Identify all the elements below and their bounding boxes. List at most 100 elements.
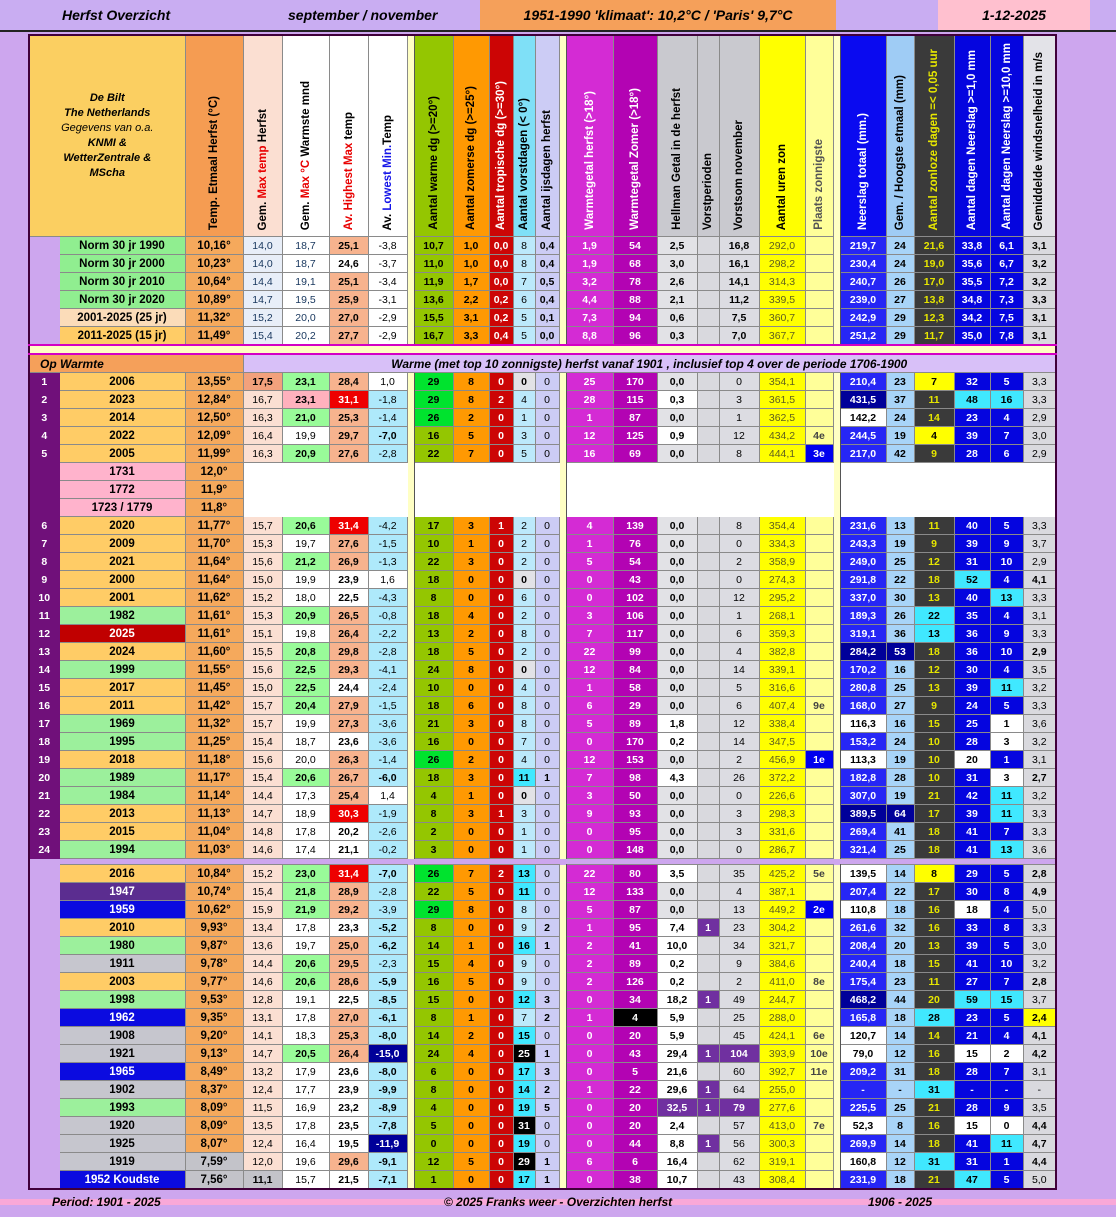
cell-n1: 33,8 — [953, 236, 991, 255]
cell-vd: 12 — [512, 990, 536, 1009]
cell-wgh: 5 — [565, 714, 614, 733]
cell-n1: 28 — [953, 1098, 991, 1117]
cell-ge: 26 — [885, 272, 915, 291]
cell-vsn: 35 — [718, 864, 760, 883]
cell-ijd: 0 — [534, 426, 560, 445]
cell-wm: 20,6 — [281, 972, 330, 991]
cell-td: 0 — [488, 1170, 514, 1190]
cell-nt: 321,4 — [839, 840, 887, 859]
cell-ln: -1,5 — [367, 696, 408, 715]
blank-cell — [413, 480, 560, 499]
year-cell: Norm 30 jr 1990 — [58, 236, 186, 255]
cell-ge: 29 — [885, 326, 915, 346]
cell-ws: 4,7 — [1022, 1134, 1057, 1153]
separator — [558, 35, 567, 237]
cell-pl: 6e — [804, 1026, 834, 1045]
cell-zl: 19,0 — [913, 254, 955, 273]
cell-wgz: 99 — [612, 642, 658, 661]
separator — [832, 516, 841, 535]
cell-zd: 2 — [452, 750, 490, 769]
cell-vsn: 1 — [718, 408, 760, 427]
header-row: De Bilt The Netherlands Gegevens van o.a. K… — [28, 34, 1057, 237]
cell-vp: 1 — [696, 1098, 720, 1117]
cell-td: 0 — [488, 696, 514, 715]
cell-td: 0 — [488, 732, 514, 751]
cell-ge: 24 — [885, 236, 915, 255]
cell-ge: 25 — [885, 1098, 915, 1117]
cell-gm: 13,4 — [242, 918, 283, 937]
cell-zd: 1,0 — [452, 254, 490, 273]
cell-ln: -2,6 — [367, 822, 408, 841]
cell-wgz: 22 — [612, 1080, 658, 1099]
cell-nt: - — [839, 1080, 887, 1099]
cell-ws: 3,6 — [1022, 714, 1057, 733]
cell-zon: 255,0 — [758, 1080, 806, 1099]
cell-n1: - — [953, 1080, 991, 1099]
table-row: 15 2017 11,45° 15,0 22,5 24,4 -2,4 10 0 0 4 0 1 58 0,0… — [28, 678, 1057, 697]
separator — [832, 822, 841, 841]
cell-gm: 12,8 — [242, 990, 283, 1009]
cell-vsn: 0 — [718, 786, 760, 805]
cell-hel: 16,4 — [656, 1152, 698, 1171]
cell-hel: 3,0 — [656, 254, 698, 273]
cell-zon: 244,7 — [758, 990, 806, 1009]
cell-wgz: 117 — [612, 624, 658, 643]
cell-vp — [696, 1026, 720, 1045]
column-header-n1: Aantal dagen Neerslag >=1,0 mm — [953, 34, 991, 237]
separator — [406, 1170, 415, 1189]
separator — [406, 326, 415, 345]
cell-vp: 1 — [696, 918, 720, 937]
cell-ge: 8 — [885, 1116, 915, 1135]
cell-n1: 35,0 — [953, 326, 991, 346]
separator — [558, 972, 567, 991]
cell-vd: 6 — [512, 290, 536, 309]
cell-wm: 17,4 — [281, 840, 330, 859]
separator — [832, 804, 841, 823]
cell-wd: 8 — [413, 804, 454, 823]
cell-ge: 26 — [885, 606, 915, 625]
cell-temp: 11,45° — [184, 678, 244, 697]
cell-wgh: 4,4 — [565, 290, 614, 309]
separator — [832, 372, 841, 391]
cell-pl: 4e — [804, 426, 834, 445]
cell-wm: 19,9 — [281, 714, 330, 733]
cell-vd: 6 — [512, 588, 536, 607]
cell-vp — [696, 272, 720, 291]
cell-zd: 3 — [452, 552, 490, 571]
separator — [832, 588, 841, 607]
cell-nt: 170,2 — [839, 660, 887, 679]
cell-td: 0 — [488, 444, 514, 463]
cell-wgz: 20 — [612, 1026, 658, 1045]
cell-zd: 3 — [452, 516, 490, 535]
year-cell: 2011-2025 (15 jr) — [58, 326, 186, 346]
cell-ijd: 1 — [534, 768, 560, 787]
column-header-hx: Av. Highest Max temp — [328, 34, 369, 237]
cell-wgz: 69 — [612, 444, 658, 463]
cell-n1: 35,5 — [953, 272, 991, 291]
cell-vsn: 2 — [718, 552, 760, 571]
cell-vp — [696, 606, 720, 625]
cell-hel: 5,9 — [656, 1026, 698, 1045]
cell-ge: 41 — [885, 822, 915, 841]
cell-vp: 1 — [696, 1080, 720, 1099]
cell-wm: 19,5 — [281, 290, 330, 309]
year-cell: 1902 — [58, 1080, 186, 1099]
table-row: 1947 10,74° 15,4 21,8 28,9 -2,8 22 5 0 11 0 12 133 0,… — [28, 882, 1057, 901]
separator — [406, 308, 415, 327]
cell-hel: 0,0 — [656, 900, 698, 919]
cell-temp: 11,64° — [184, 552, 244, 571]
separator — [558, 326, 567, 345]
year-cell: 2017 — [58, 678, 186, 697]
cell-vsn: 57 — [718, 1116, 760, 1135]
rank-cell: 21 — [28, 786, 60, 805]
separator — [406, 624, 415, 643]
cell-zon: 277,6 — [758, 1098, 806, 1117]
separator — [832, 1044, 841, 1063]
cell-nt: 244,5 — [839, 426, 887, 445]
cell-zd: 0 — [452, 1134, 490, 1153]
cell-n10: 5 — [989, 1008, 1024, 1027]
cell-td: 0 — [488, 372, 514, 391]
cell-zd: 5 — [452, 426, 490, 445]
cell-n1: 31 — [953, 1152, 991, 1171]
cell-pl — [804, 660, 834, 679]
